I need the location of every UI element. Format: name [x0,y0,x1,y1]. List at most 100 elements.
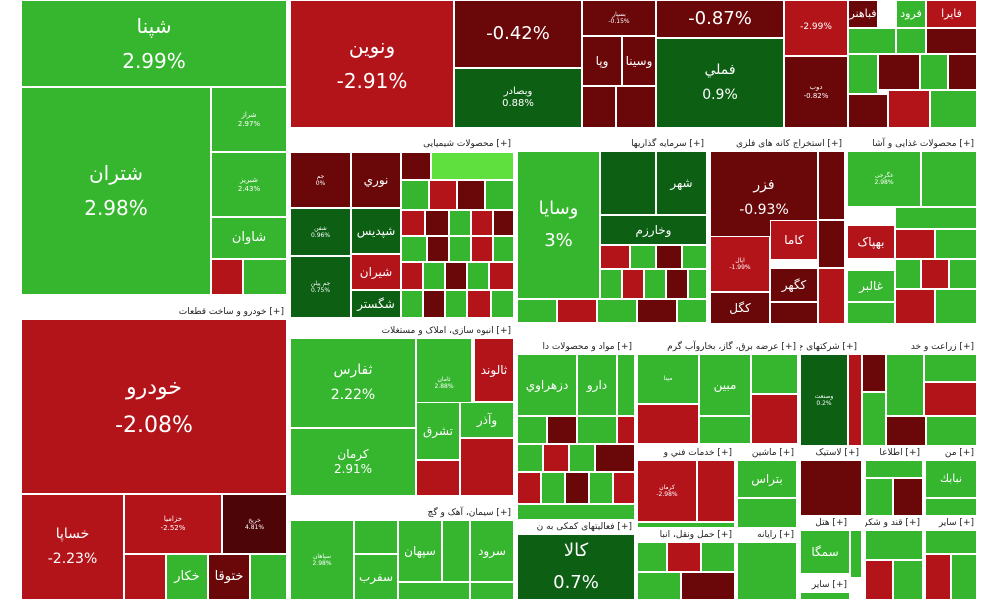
treemap-tile[interactable]: خساپا -2.23% [21,494,124,600]
treemap-tile[interactable] [472,338,474,402]
treemap-tile[interactable] [681,572,735,600]
treemap-tile[interactable] [427,236,449,262]
treemap-tile[interactable] [688,269,707,299]
treemap-tile[interactable] [429,180,457,210]
treemap-tile[interactable]: غالبر [847,270,895,302]
treemap-tile[interactable] [637,572,681,600]
treemap-tile[interactable]: وسایا 3% [517,151,600,299]
treemap-tile[interactable]: شفن 0.96% [290,208,351,256]
treemap-tile[interactable] [800,460,862,516]
treemap-tile[interactable] [616,86,656,128]
treemap-tile[interactable]: وصنعت 0.2% [800,354,848,446]
treemap-tile[interactable]: شپدیس [351,208,401,254]
treemap-tile[interactable] [637,299,677,323]
treemap-tile[interactable] [543,444,569,472]
treemap-tile[interactable] [924,382,977,416]
sector-header[interactable]: [+] قند و شكر [865,516,923,530]
treemap-tile[interactable] [886,416,926,446]
treemap-tile[interactable]: جم پیلن 0.75% [290,256,351,318]
treemap-tile[interactable] [547,416,577,444]
treemap-tile[interactable]: غگرجی 2.98% [847,151,921,207]
sector-header[interactable]: [+] انبوه سازی، املاک و مستغلات [290,324,514,338]
treemap-tile[interactable] [925,498,977,516]
treemap-tile[interactable] [401,262,423,290]
treemap-tile[interactable]: شبریز 2.43% [211,152,287,217]
sector-header[interactable]: [+] مواد و محصولات دا [517,340,635,354]
treemap-tile[interactable] [416,460,460,496]
treemap-tile[interactable] [935,229,977,259]
treemap-tile[interactable]: ثفارس 2.22% [290,338,416,428]
treemap-tile[interactable]: ثالوند [474,338,514,402]
treemap-tile[interactable]: خزامیا -2.52% [124,494,222,554]
treemap-tile[interactable]: فباهنر [848,0,878,28]
treemap-tile[interactable]: جم 0% [290,152,351,208]
treemap-tile[interactable] [850,530,862,578]
treemap-tile[interactable] [751,354,798,394]
treemap-tile[interactable] [597,299,637,323]
treemap-tile[interactable] [925,530,977,554]
treemap-tile[interactable] [471,210,493,236]
treemap-tile[interactable] [818,220,845,268]
treemap-tile[interactable] [471,236,493,262]
treemap-tile[interactable] [848,28,896,54]
treemap-tile[interactable] [848,354,862,446]
treemap-tile[interactable] [470,582,514,600]
treemap-tile[interactable] [920,54,948,90]
sector-header[interactable]: [+] فعالیتهای کمکی به ن [517,520,635,534]
treemap-tile[interactable] [926,416,977,446]
treemap-tile[interactable]: شهر [656,151,707,215]
treemap-tile[interactable]: نوري [351,152,401,208]
treemap-tile[interactable] [442,520,470,582]
treemap-tile[interactable] [401,180,429,210]
treemap-tile[interactable]: دارو [577,354,617,416]
treemap-tile[interactable] [637,404,699,444]
treemap-tile[interactable]: کگهر [770,268,818,302]
treemap-tile[interactable] [895,259,921,289]
sector-header[interactable]: [+] محصولات شیمیایی [290,137,514,151]
treemap-tile[interactable] [425,210,449,236]
treemap-tile[interactable]: سمگا [800,530,850,574]
treemap-tile[interactable]: وآذر [460,402,514,438]
sector-header[interactable]: [+] سرمایه گذاریها [517,137,707,151]
treemap-tile[interactable] [895,207,977,229]
treemap-tile[interactable]: شاوان [211,217,287,259]
sector-header[interactable]: [+] شرکتهای چند [800,340,860,354]
treemap-tile[interactable]: نبابك [925,460,977,498]
treemap-tile[interactable] [878,54,920,90]
treemap-tile[interactable] [460,438,514,496]
treemap-tile[interactable] [637,542,667,572]
sector-header[interactable]: [+] من [925,446,977,460]
treemap-tile[interactable]: ختوقا [208,554,250,600]
treemap-tile[interactable]: فايرا [926,0,977,28]
treemap-tile[interactable] [517,444,543,472]
treemap-tile[interactable] [926,28,977,54]
treemap-tile[interactable] [243,259,287,295]
treemap-tile[interactable] [467,290,491,318]
treemap-tile[interactable]: سرود [470,520,514,582]
treemap-tile[interactable] [677,299,707,323]
treemap-tile[interactable] [895,229,935,259]
treemap-tile[interactable]: -2.99% [784,0,848,56]
treemap-tile[interactable] [600,245,630,269]
treemap-tile[interactable] [737,498,797,528]
treemap-tile[interactable] [666,269,688,299]
treemap-tile[interactable] [895,289,935,324]
sector-header[interactable]: [+] خدمات فني و [637,446,735,460]
treemap-tile[interactable] [485,180,514,210]
treemap-tile[interactable]: ونوین -2.91% [290,0,454,128]
treemap-tile[interactable] [211,259,243,295]
treemap-tile[interactable] [617,416,635,444]
treemap-tile[interactable]: مپنا [637,354,699,404]
treemap-tile[interactable] [656,245,682,269]
treemap-tile[interactable] [862,392,886,446]
treemap-tile[interactable] [491,290,514,318]
treemap-tile[interactable] [423,262,445,290]
treemap-tile[interactable] [600,151,656,215]
treemap-tile[interactable]: دوب -0.82% [784,56,848,128]
treemap-tile[interactable] [925,554,951,600]
treemap-tile[interactable] [865,560,893,600]
treemap-tile[interactable] [682,245,707,269]
treemap-tile[interactable] [924,354,977,382]
treemap-tile[interactable] [445,290,467,318]
treemap-tile[interactable] [595,444,635,472]
